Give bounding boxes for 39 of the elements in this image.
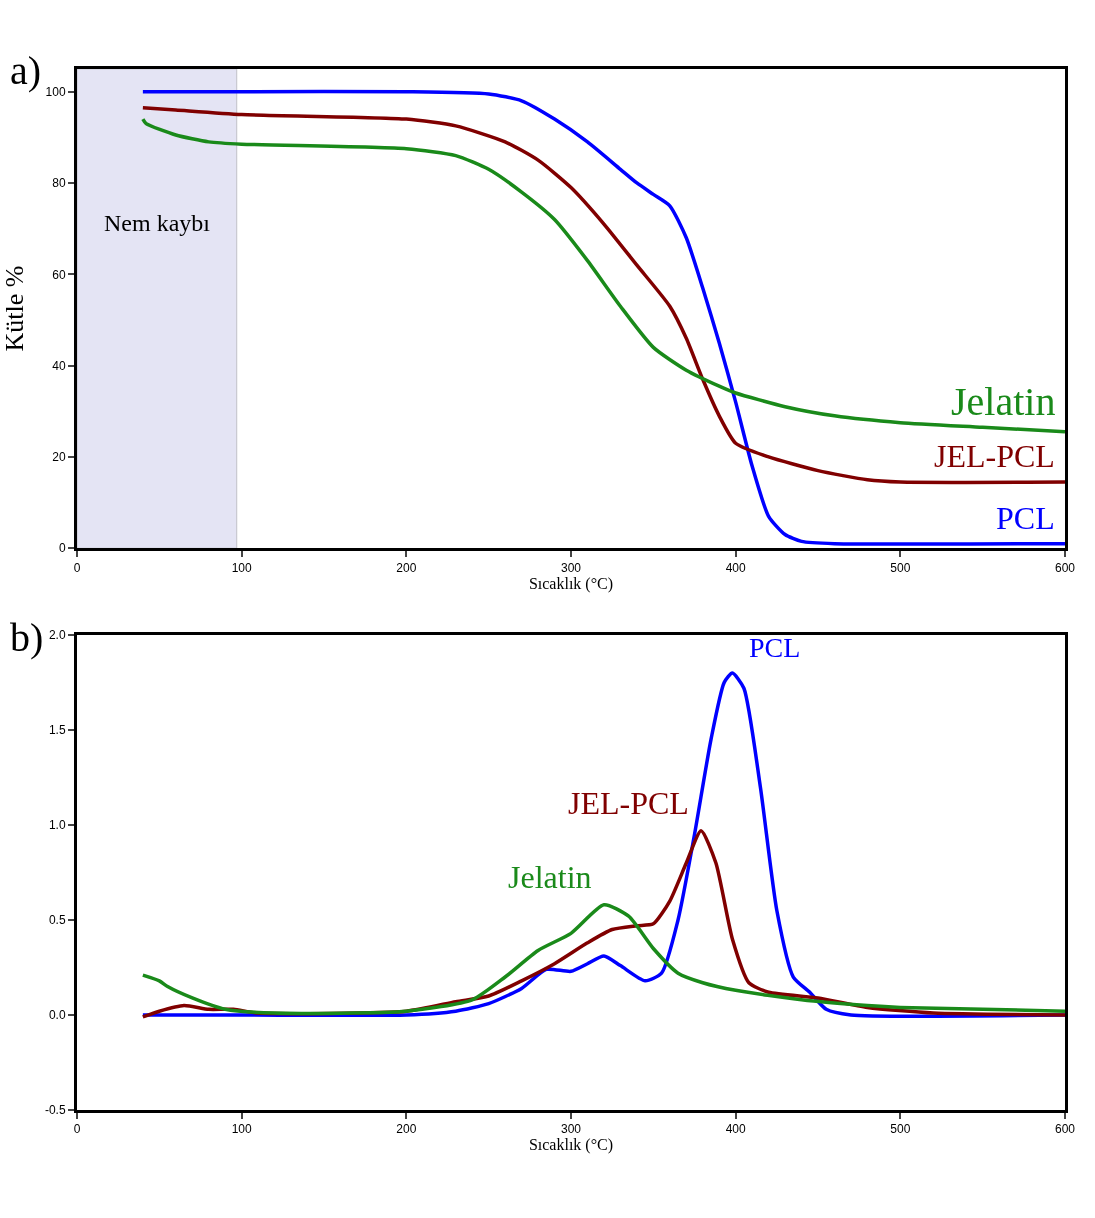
series-label: Jelatin (951, 379, 1056, 424)
x-tick-label: 600 (1054, 1122, 1076, 1137)
line-series (141, 903, 1065, 1016)
x-tick-label: 500 (890, 560, 911, 575)
y-axis-title: Kütle % (0, 265, 29, 352)
x-tick-label: 0 (73, 560, 81, 575)
series-label: PCL (749, 632, 801, 663)
y-tick-label: 60 (52, 267, 66, 282)
y-tick-label: -0.5 (44, 1103, 66, 1118)
x-tick-label: 300 (560, 1122, 582, 1137)
x-tick-label: 200 (396, 560, 417, 575)
series-label: Jelatin (508, 859, 592, 895)
series-label: JEL-PCL (934, 438, 1055, 474)
y-tick-label: 100 (45, 84, 66, 99)
x-tick-label: 600 (1054, 560, 1076, 575)
series-label: PCL (996, 500, 1055, 536)
chart-title: a) (10, 48, 42, 93)
y-tick-label: 2.0 (48, 628, 66, 643)
x-axis-title: Sıcaklık (°C) (528, 574, 614, 593)
series-label: JEL-PCL (568, 785, 689, 821)
x-tick-label: 400 (725, 560, 746, 575)
x-tick-label: 100 (231, 1122, 252, 1137)
y-tick-label: 0 (58, 541, 66, 556)
y-tick-label: 0.5 (48, 913, 66, 928)
y-tick-label: 1.5 (48, 723, 66, 738)
x-tick-label: 0 (73, 1122, 81, 1137)
x-tick-label: 500 (890, 1122, 911, 1137)
x-tick-label: 200 (396, 1122, 417, 1137)
y-tick-label: 1.0 (48, 818, 66, 833)
chart-title: b) (10, 615, 44, 660)
y-tick-label: 20 (52, 450, 66, 465)
x-tick-label: 400 (725, 1122, 746, 1137)
y-tick-label: 40 (52, 358, 66, 373)
band-label: Nem kaybı (104, 210, 211, 236)
x-tick-label: 300 (560, 560, 582, 575)
y-tick-label: 0.0 (48, 1008, 66, 1023)
x-axis-title: Sıcaklık (°C) (528, 1136, 614, 1155)
y-tick-label: 80 (52, 176, 66, 191)
x-tick-label: 100 (231, 560, 252, 575)
